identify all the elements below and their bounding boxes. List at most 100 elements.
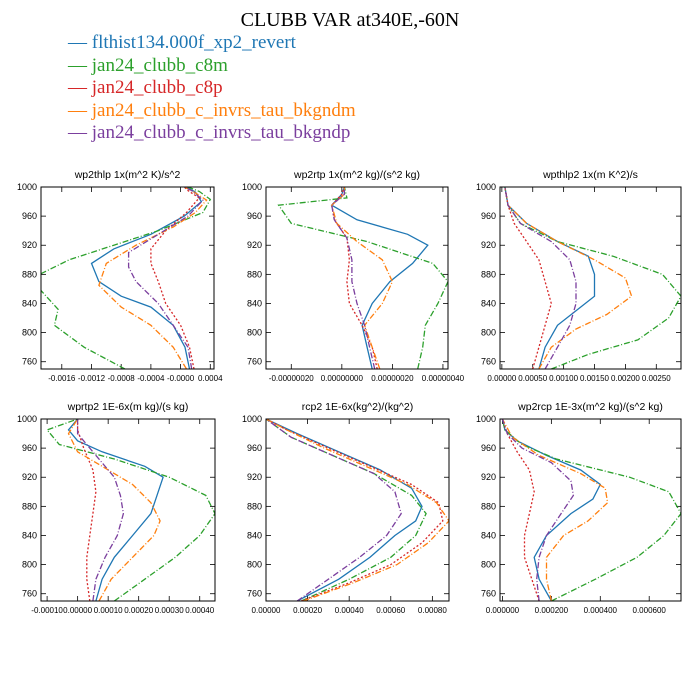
plot-frame bbox=[265, 186, 449, 370]
plot-frame bbox=[40, 418, 216, 602]
series-line bbox=[501, 419, 609, 601]
y-tick-label: 960 bbox=[247, 443, 262, 453]
y-tick-label: 1000 bbox=[17, 414, 37, 424]
plot-frame bbox=[40, 186, 215, 370]
y-tick-label: 800 bbox=[22, 560, 37, 570]
y-tick-label: 1000 bbox=[476, 182, 496, 192]
series-line bbox=[504, 187, 633, 369]
x-tick-label: -0.00010 bbox=[31, 606, 63, 615]
y-tick-label: 1000 bbox=[242, 182, 262, 192]
legend-entry: — jan24_clubb_c8m bbox=[68, 55, 356, 78]
subplot: wpthlp2 1x(m K^2)/s 760 800 840 880 920 960 100… bbox=[476, 169, 682, 383]
series-line bbox=[41, 187, 212, 369]
y-tick-label: 1000 bbox=[17, 182, 37, 192]
y-tick-label: 840 bbox=[22, 298, 37, 308]
x-tick-label: 0.00030 bbox=[155, 606, 184, 615]
x-tick-label: 0.00100 bbox=[549, 374, 578, 383]
legend-line-icon: — bbox=[68, 54, 92, 76]
y-tick-label: 880 bbox=[22, 269, 37, 279]
y-tick-label: 920 bbox=[247, 472, 262, 482]
x-tick-label: 0.00050 bbox=[518, 374, 547, 383]
x-tick-label: 0.00060 bbox=[376, 606, 405, 615]
subplot: wp2thlp 1x(m^2 K)/s^2 760 800 840 880 920 960 1… bbox=[17, 169, 223, 383]
x-tick-label: 0.000400 bbox=[584, 606, 618, 615]
plot-frame bbox=[265, 418, 450, 602]
series-line bbox=[67, 419, 164, 601]
series-line bbox=[266, 419, 423, 601]
x-tick-label: 0.00200 bbox=[611, 374, 640, 383]
y-tick-label: 920 bbox=[481, 472, 496, 482]
legend-line-icon: — bbox=[68, 32, 92, 53]
series-line bbox=[501, 419, 540, 601]
legend-label: jan24_clubb_c_invrs_tau_bkgndm bbox=[91, 99, 356, 121]
y-tick-label: 760 bbox=[247, 357, 262, 367]
y-tick-label: 840 bbox=[481, 530, 496, 540]
series-line bbox=[501, 419, 575, 601]
y-tick-label: 960 bbox=[247, 211, 262, 221]
y-tick-label: 920 bbox=[481, 240, 496, 250]
y-tick-label: 800 bbox=[481, 328, 496, 338]
y-tick-label: 760 bbox=[22, 589, 37, 599]
series-line bbox=[504, 187, 552, 369]
y-tick-label: 880 bbox=[481, 501, 496, 511]
legend-line-icon: — bbox=[68, 99, 92, 121]
legend-entry: — flthist134.000f_xp2_revert bbox=[68, 32, 356, 55]
x-tick-label: 0.000000 bbox=[486, 606, 520, 615]
series-line bbox=[330, 187, 394, 369]
series-line bbox=[504, 187, 577, 369]
series-line bbox=[504, 187, 681, 369]
plot-frame bbox=[499, 418, 682, 602]
x-tick-label: 0.00000 bbox=[252, 606, 281, 615]
legend-line-icon: — bbox=[68, 122, 92, 143]
x-tick-label: 0.00000000 bbox=[321, 374, 364, 383]
series-line bbox=[67, 419, 161, 601]
legend-label: jan24_clubb_c8p bbox=[91, 77, 223, 98]
x-tick-label: 0.00000 bbox=[63, 606, 92, 615]
legend: — flthist134.000f_xp2_revert — jan24_clu… bbox=[68, 32, 356, 145]
subplot: wp2rtp 1x(m^2 kg)/(s^2 kg) 760 800 840 880 92… bbox=[242, 169, 465, 383]
y-tick-label: 880 bbox=[247, 269, 262, 279]
series-line bbox=[266, 419, 402, 601]
legend-line-icon: — bbox=[68, 77, 92, 98]
legend-label: jan24_clubb_c8m bbox=[91, 54, 228, 76]
y-tick-label: 1000 bbox=[242, 414, 262, 424]
x-tick-label: 0.00000020 bbox=[371, 374, 414, 383]
y-tick-label: 840 bbox=[247, 530, 262, 540]
y-tick-label: 920 bbox=[22, 240, 37, 250]
x-tick-label: 0.00020 bbox=[293, 606, 322, 615]
y-tick-label: 920 bbox=[247, 240, 262, 250]
x-tick-label: -0.0016 bbox=[48, 374, 76, 383]
legend-label: jan24_clubb_c_invrs_tau_bkgndp bbox=[91, 122, 351, 143]
series-line bbox=[501, 419, 602, 601]
series-line bbox=[330, 187, 429, 369]
legend-entry: — jan24_clubb_c_invrs_tau_bkgndm bbox=[68, 100, 356, 123]
series-line bbox=[277, 187, 448, 369]
x-tick-label: 0.00080 bbox=[418, 606, 447, 615]
x-tick-label: 0.00250 bbox=[642, 374, 671, 383]
y-tick-label: 880 bbox=[247, 501, 262, 511]
x-tick-label: 0.00010 bbox=[94, 606, 123, 615]
series-line bbox=[504, 187, 596, 369]
subplot-title: wp2rtp 1x(m^2 kg)/(s^2 kg) bbox=[293, 169, 420, 181]
y-tick-label: 800 bbox=[247, 328, 262, 338]
series-line bbox=[46, 419, 215, 601]
y-tick-label: 760 bbox=[481, 357, 496, 367]
y-tick-label: 760 bbox=[481, 589, 496, 599]
y-tick-label: 920 bbox=[22, 472, 37, 482]
series-line bbox=[266, 419, 449, 601]
y-tick-label: 840 bbox=[481, 298, 496, 308]
series-line bbox=[331, 187, 378, 369]
x-tick-label: 0.00150 bbox=[580, 374, 609, 383]
series-line bbox=[76, 419, 125, 601]
y-tick-label: 960 bbox=[22, 211, 37, 221]
subplot: rcp2 1E-6x(kg^2)/(kg^2) 760 800 840 880 920 96… bbox=[242, 401, 450, 615]
x-tick-label: 0.000600 bbox=[633, 606, 667, 615]
x-tick-label: 0.00000040 bbox=[422, 374, 465, 383]
subplot-title: rcp2 1E-6x(kg^2)/(kg^2) bbox=[302, 401, 413, 413]
subplot-title: wp2thlp 1x(m^2 K)/s^2 bbox=[74, 169, 181, 181]
x-tick-label: 0.00000 bbox=[487, 374, 516, 383]
x-tick-label: -0.00000020 bbox=[269, 374, 314, 383]
x-tick-label: -0.0000 bbox=[167, 374, 195, 383]
y-tick-label: 760 bbox=[22, 357, 37, 367]
